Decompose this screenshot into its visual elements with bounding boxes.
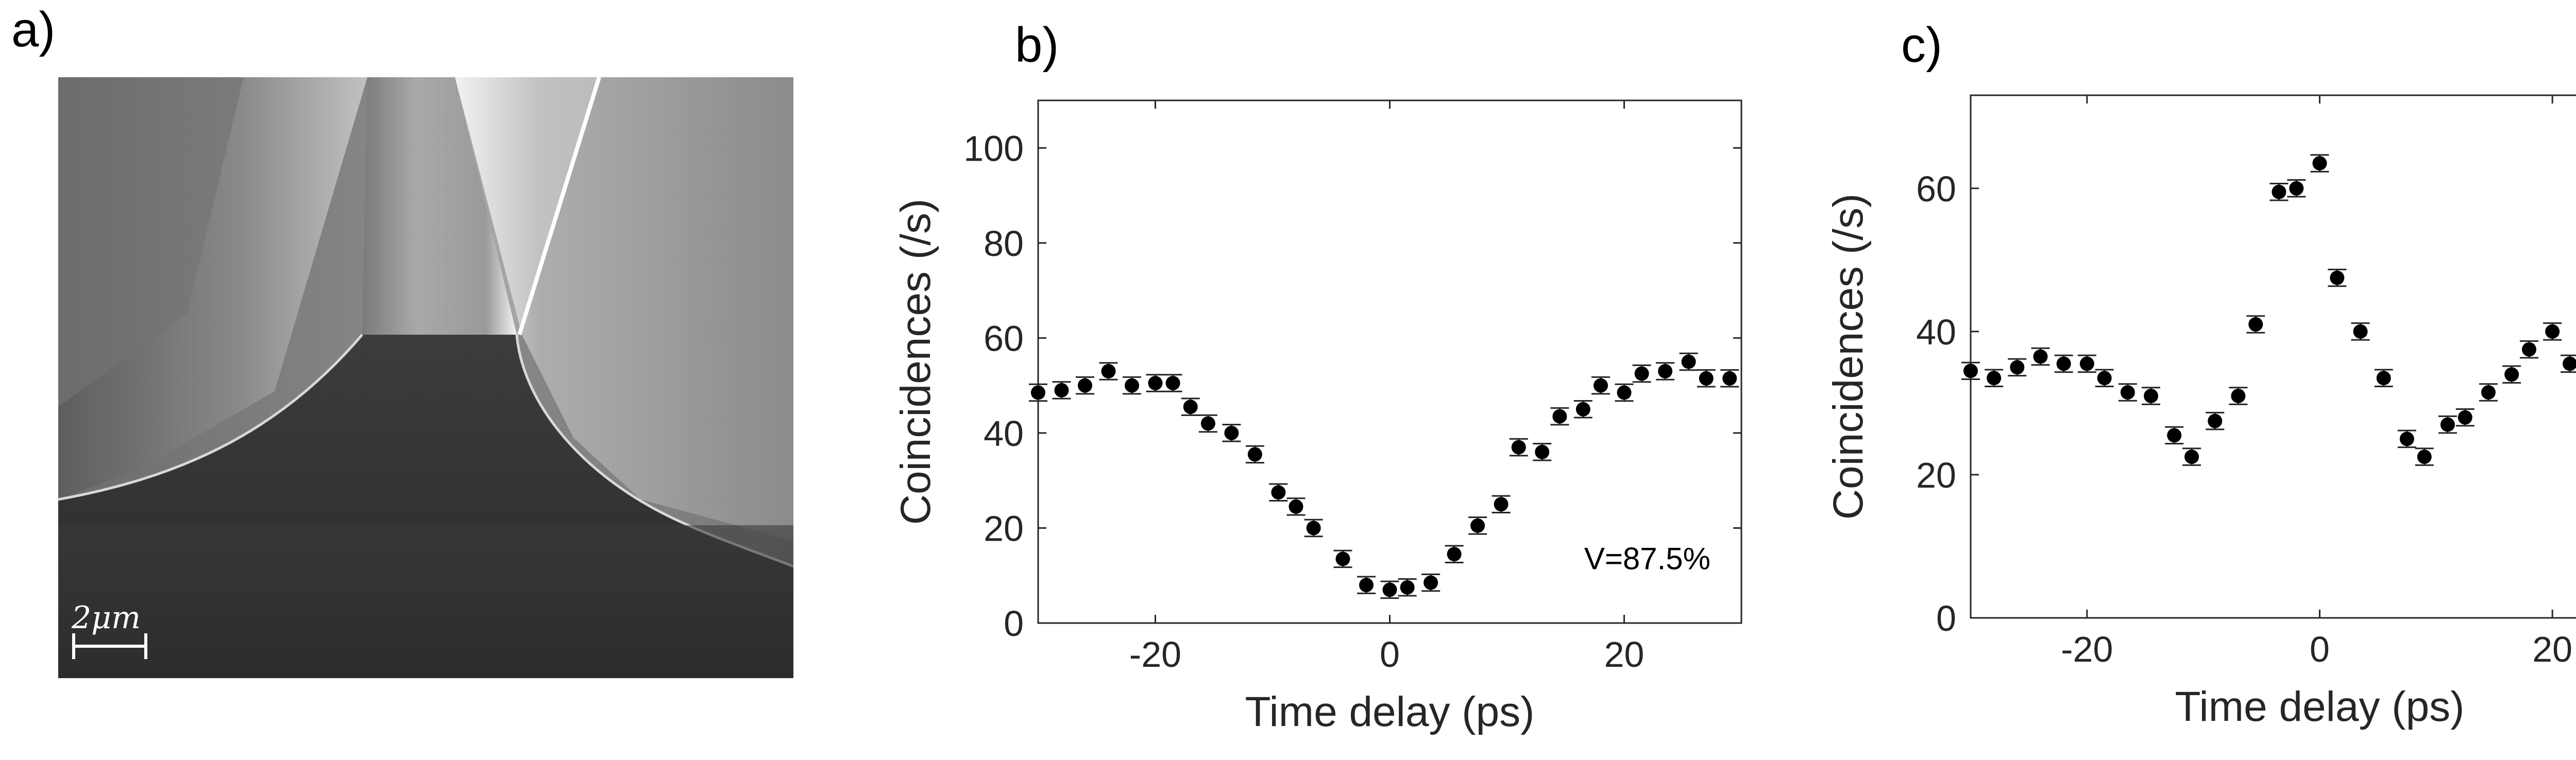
y-tick-label: 40 bbox=[1916, 312, 1956, 352]
y-tick-label: 80 bbox=[984, 223, 1024, 264]
data-point bbox=[2504, 367, 2519, 382]
x-axis-label: Time delay (ps) bbox=[2175, 683, 2465, 730]
y-axis-label: Coincidences (/s) bbox=[892, 199, 939, 525]
data-point bbox=[2120, 385, 2135, 400]
data-point bbox=[2144, 388, 2159, 403]
data-point bbox=[1658, 364, 1673, 378]
data-point bbox=[1681, 354, 1696, 369]
panel-b-label: b) bbox=[1015, 18, 1059, 73]
data-point bbox=[2289, 181, 2304, 196]
data-point bbox=[1575, 402, 1590, 417]
data-point bbox=[1165, 376, 1180, 391]
data-point bbox=[1617, 385, 1632, 400]
data-point bbox=[1289, 499, 1303, 514]
data-point bbox=[1400, 580, 1415, 595]
data-point bbox=[1200, 416, 1215, 431]
x-tick-label: 0 bbox=[1380, 634, 1400, 675]
data-point bbox=[2312, 156, 2327, 171]
data-point bbox=[1470, 518, 1485, 533]
y-tick-label: 60 bbox=[984, 318, 1024, 358]
data-point bbox=[2079, 356, 2094, 371]
data-point bbox=[2440, 417, 2455, 432]
y-tick-label: 40 bbox=[984, 413, 1024, 454]
data-point bbox=[2563, 356, 2576, 371]
x-tick-label: 20 bbox=[1604, 634, 1645, 675]
panel-a-label: a) bbox=[11, 2, 56, 57]
x-tick-label: 0 bbox=[2310, 629, 2330, 669]
data-point bbox=[1494, 497, 1509, 512]
data-point bbox=[2208, 413, 2223, 428]
panel-c-label: c) bbox=[1901, 18, 1942, 73]
data-point bbox=[2272, 184, 2286, 199]
data-point bbox=[2399, 431, 2414, 446]
data-point bbox=[2097, 371, 2112, 386]
data-point bbox=[1031, 385, 1045, 400]
data-point bbox=[1054, 383, 1069, 398]
data-point bbox=[1224, 425, 1239, 440]
data-point bbox=[1335, 551, 1350, 566]
data-point bbox=[1078, 378, 1092, 393]
data-point bbox=[1125, 378, 1139, 393]
scale-bar-label: 2μm bbox=[72, 600, 141, 636]
data-point bbox=[1963, 364, 1978, 378]
data-point bbox=[1447, 547, 1462, 562]
data-point bbox=[2353, 324, 2368, 339]
y-tick-label: 20 bbox=[1916, 455, 1956, 495]
data-point bbox=[1699, 371, 1714, 386]
plot-frame bbox=[1970, 94, 2576, 619]
data-point bbox=[2231, 388, 2246, 403]
data-point bbox=[2184, 450, 2199, 464]
data-point bbox=[1511, 440, 1526, 455]
data-point bbox=[1552, 409, 1567, 424]
visibility-annotation: V=87.5% bbox=[1584, 541, 1710, 576]
data-point bbox=[1148, 376, 1163, 391]
y-tick-label: 0 bbox=[1004, 603, 1024, 644]
data-point bbox=[2417, 450, 2432, 464]
data-point bbox=[1634, 366, 1649, 381]
y-tick-label: 20 bbox=[984, 508, 1024, 548]
x-tick-label: 20 bbox=[2532, 629, 2572, 669]
data-point bbox=[1423, 575, 1438, 590]
data-point bbox=[2330, 270, 2345, 285]
data-point bbox=[1101, 364, 1116, 378]
data-point bbox=[2167, 428, 2182, 443]
x-tick-label: -20 bbox=[2061, 629, 2113, 669]
y-tick-label: 0 bbox=[1936, 598, 1956, 638]
data-point bbox=[1306, 521, 1321, 536]
data-point bbox=[2010, 360, 2025, 375]
y-axis-label: Coincidences (/s) bbox=[1825, 194, 1872, 520]
data-point bbox=[1359, 578, 1374, 593]
data-point bbox=[1247, 447, 1262, 462]
data-point bbox=[2248, 317, 2263, 332]
data-point bbox=[1183, 400, 1198, 414]
data-point bbox=[1987, 371, 2002, 386]
data-point bbox=[1594, 378, 1608, 393]
data-point bbox=[2056, 356, 2071, 371]
data-point bbox=[2545, 324, 2560, 339]
sem-micrograph: 2μm bbox=[58, 77, 793, 678]
x-tick-label: -20 bbox=[1129, 634, 1181, 675]
y-tick-label: 100 bbox=[963, 128, 1024, 168]
data-point bbox=[2458, 410, 2472, 425]
data-point bbox=[1382, 582, 1397, 597]
y-tick-label: 60 bbox=[1916, 169, 1956, 209]
data-point bbox=[2033, 349, 2048, 364]
x-axis-label: Time delay (ps) bbox=[1245, 688, 1535, 735]
data-point bbox=[2522, 342, 2536, 357]
data-point bbox=[1535, 444, 1550, 459]
data-point bbox=[2376, 371, 2391, 386]
data-point bbox=[2481, 385, 2496, 400]
sem-image bbox=[58, 77, 793, 678]
data-point bbox=[1271, 485, 1286, 500]
data-point bbox=[1722, 371, 1737, 386]
